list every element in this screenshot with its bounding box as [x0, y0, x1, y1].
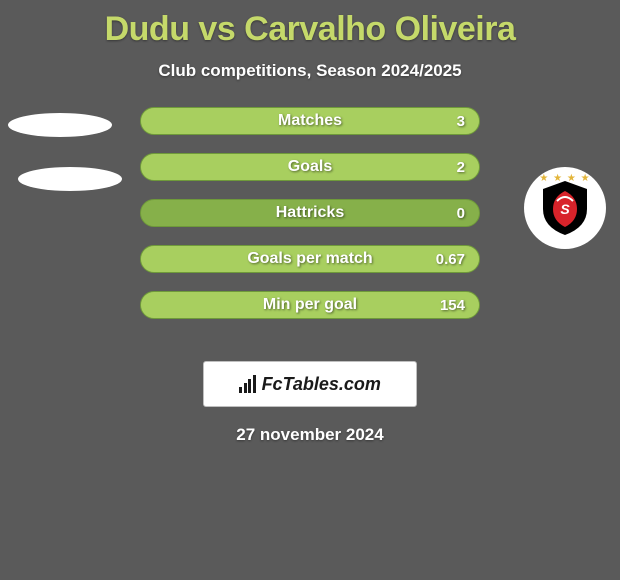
- svg-text:S: S: [560, 201, 570, 217]
- stat-row: Min per goal154: [140, 291, 480, 319]
- stat-value-right: 2: [457, 159, 465, 176]
- shield-icon: S: [539, 179, 591, 237]
- stat-label: Matches: [141, 112, 479, 130]
- branding-text: FcTables.com: [239, 374, 381, 395]
- chart-icon: [239, 375, 256, 393]
- player-left-avatar: [8, 113, 112, 137]
- club-right-avatar: ★ ★ ★ ★ S: [524, 167, 606, 249]
- stats-area: ★ ★ ★ ★ S Matches3Goals2Hattricks0Goals …: [0, 117, 620, 337]
- club-left-avatar: [18, 167, 122, 191]
- branding-badge: FcTables.com: [203, 361, 417, 407]
- stat-row: Goals per match0.67: [140, 245, 480, 273]
- stat-value-right: 154: [440, 297, 465, 314]
- stat-label: Goals: [141, 158, 479, 176]
- date-label: 27 november 2024: [0, 425, 620, 445]
- stat-bars: Matches3Goals2Hattricks0Goals per match0…: [140, 107, 480, 337]
- stat-value-right: 0: [457, 205, 465, 222]
- stat-row: Matches3: [140, 107, 480, 135]
- stat-row: Hattricks0: [140, 199, 480, 227]
- subtitle: Club competitions, Season 2024/2025: [0, 61, 620, 81]
- stat-label: Min per goal: [141, 296, 479, 314]
- stat-label: Hattricks: [141, 204, 479, 222]
- comparison-infographic: Dudu vs Carvalho Oliveira Club competiti…: [0, 0, 620, 580]
- stat-row: Goals2: [140, 153, 480, 181]
- stat-label: Goals per match: [141, 250, 479, 268]
- stat-value-right: 0.67: [436, 251, 465, 268]
- stars-icon: ★ ★ ★ ★: [524, 173, 606, 184]
- branding-label: FcTables.com: [262, 374, 381, 395]
- page-title: Dudu vs Carvalho Oliveira: [0, 0, 620, 49]
- stat-value-right: 3: [457, 113, 465, 130]
